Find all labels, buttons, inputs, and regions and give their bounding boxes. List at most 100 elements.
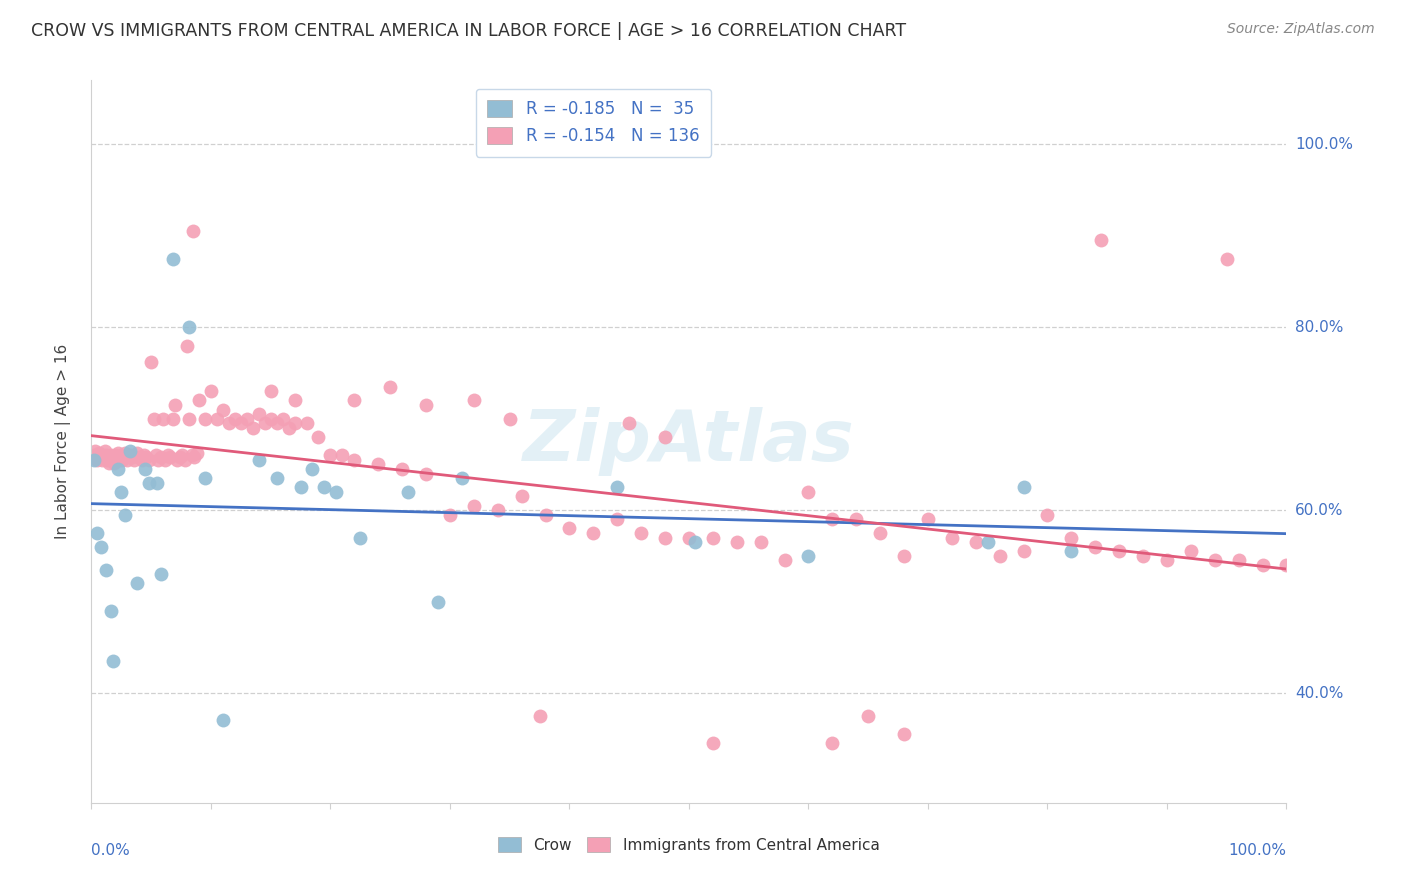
Point	[218, 416, 240, 430]
Point	[654, 531, 676, 545]
Point	[205, 411, 228, 425]
Point	[94, 563, 117, 577]
Point	[683, 535, 706, 549]
Point	[259, 411, 281, 425]
Point	[98, 456, 121, 470]
Point	[463, 393, 485, 408]
Point	[145, 448, 167, 462]
Point	[845, 512, 868, 526]
Point	[128, 450, 150, 464]
Point	[893, 727, 915, 741]
Point	[1156, 553, 1178, 567]
Point	[114, 446, 136, 460]
Point	[152, 411, 174, 425]
Point	[172, 448, 194, 462]
Point	[84, 450, 107, 464]
Point	[253, 416, 276, 430]
Point	[290, 480, 312, 494]
Point	[307, 430, 329, 444]
Point	[138, 475, 160, 490]
Point	[87, 446, 110, 460]
Point	[141, 355, 162, 369]
Point	[893, 549, 915, 563]
Point	[135, 450, 157, 464]
Point	[107, 462, 129, 476]
Point	[606, 512, 628, 526]
Point	[529, 709, 551, 723]
Point	[1060, 544, 1083, 558]
Point	[176, 338, 198, 352]
Point	[101, 654, 124, 668]
Point	[112, 450, 135, 464]
Point	[211, 402, 233, 417]
Point	[1108, 544, 1130, 558]
Point	[125, 446, 148, 460]
Point	[284, 393, 307, 408]
Point	[367, 458, 389, 472]
Text: CROW VS IMMIGRANTS FROM CENTRAL AMERICA IN LABOR FORCE | AGE > 16 CORRELATION CH: CROW VS IMMIGRANTS FROM CENTRAL AMERICA …	[31, 22, 905, 40]
Point	[186, 446, 208, 460]
Point	[138, 453, 160, 467]
Point	[91, 453, 114, 467]
Point	[134, 462, 156, 476]
Point	[96, 453, 118, 467]
Point	[1036, 508, 1059, 522]
Point	[797, 484, 820, 499]
Point	[90, 448, 112, 462]
Point	[510, 490, 533, 504]
Point	[181, 224, 204, 238]
Text: ZipAtlas: ZipAtlas	[523, 407, 855, 476]
Point	[104, 448, 127, 462]
Point	[396, 484, 419, 499]
Point	[1084, 540, 1107, 554]
Point	[1215, 252, 1237, 266]
Point	[108, 450, 131, 464]
Point	[155, 453, 177, 467]
Point	[100, 453, 122, 467]
Point	[773, 553, 796, 567]
Text: 0.0%: 0.0%	[91, 843, 131, 857]
Point	[187, 393, 211, 408]
Point	[988, 549, 1011, 563]
Text: 100.0%: 100.0%	[1295, 136, 1353, 152]
Point	[247, 407, 270, 421]
Point	[224, 411, 246, 425]
Point	[271, 411, 294, 425]
Point	[415, 467, 437, 481]
Point	[295, 416, 318, 430]
Point	[1132, 549, 1154, 563]
Point	[702, 531, 724, 545]
Point	[100, 604, 122, 618]
Point	[131, 453, 153, 467]
Point	[284, 416, 307, 430]
Point	[111, 453, 134, 467]
Point	[200, 384, 222, 399]
Point	[93, 443, 115, 458]
Point	[301, 462, 323, 476]
Point	[1227, 553, 1250, 567]
Point	[534, 508, 557, 522]
Point	[277, 421, 299, 435]
Point	[439, 508, 461, 522]
Point	[558, 521, 581, 535]
Point	[976, 535, 998, 549]
Point	[797, 549, 820, 563]
Point	[725, 535, 748, 549]
Point	[166, 453, 188, 467]
Point	[105, 450, 128, 464]
Point	[343, 453, 366, 467]
Point	[90, 540, 112, 554]
Point	[821, 512, 844, 526]
Point	[100, 448, 122, 462]
Point	[118, 448, 141, 462]
Point	[179, 320, 201, 334]
Point	[121, 450, 143, 464]
Point	[179, 411, 201, 425]
Point	[1012, 480, 1035, 494]
Point	[259, 384, 281, 399]
Point	[107, 446, 129, 460]
Point	[94, 448, 117, 462]
Point	[242, 421, 264, 435]
Text: 80.0%: 80.0%	[1295, 319, 1343, 334]
Point	[1060, 531, 1083, 545]
